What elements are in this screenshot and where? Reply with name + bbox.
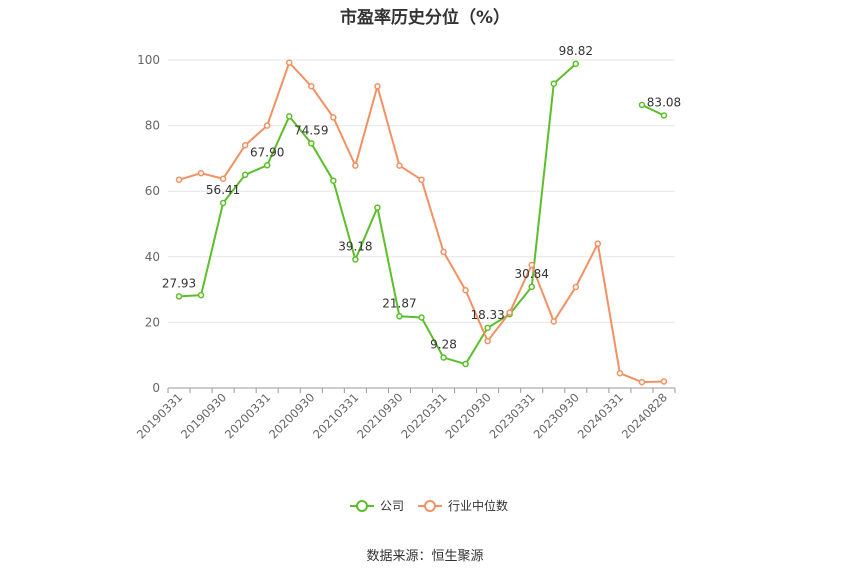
data-point xyxy=(550,318,558,325)
data-source: 数据来源：恒生聚源 xyxy=(366,549,484,564)
data-point xyxy=(241,171,249,179)
data-point xyxy=(462,287,469,294)
data-point xyxy=(396,162,403,169)
y-tick-label: 60 xyxy=(145,184,160,198)
y-tick-label: 80 xyxy=(145,119,160,133)
data-point xyxy=(572,283,580,291)
data-point xyxy=(352,162,359,169)
data-point xyxy=(528,283,535,291)
data-point xyxy=(308,140,315,147)
x-tick-label: 20210331 xyxy=(310,390,361,441)
data-point xyxy=(197,291,205,299)
legend-marker xyxy=(356,500,368,512)
data-point xyxy=(308,82,315,90)
data-point xyxy=(396,313,403,320)
data-label: 98.82 xyxy=(559,44,593,58)
data-point xyxy=(263,122,271,129)
legend-label: 行业中位数 xyxy=(448,498,508,513)
series-line-0 xyxy=(641,104,665,117)
grid-lines xyxy=(168,59,675,323)
chart-title: 市盈率历史分位（%） xyxy=(339,8,511,28)
x-tick-label: 20200331 xyxy=(222,390,273,441)
data-point xyxy=(352,256,359,263)
x-tick-label: 20220930 xyxy=(442,390,493,441)
data-label: 39.18 xyxy=(338,239,372,253)
data-point xyxy=(418,176,425,183)
data-label: 67.90 xyxy=(250,145,284,159)
data-point xyxy=(528,261,535,269)
x-tick-label: 20240828 xyxy=(619,390,670,441)
data-point xyxy=(594,240,602,247)
data-label: 21.87 xyxy=(382,296,416,310)
data-label: 18.33 xyxy=(470,308,504,322)
y-tick-label: 100 xyxy=(137,53,160,67)
x-tick-label: 20220331 xyxy=(398,390,449,441)
data-point xyxy=(440,248,447,256)
data-point xyxy=(418,314,425,321)
y-axis: 0 20 40 60 80 100 xyxy=(137,53,160,395)
data-point xyxy=(616,369,624,377)
y-tick-label: 40 xyxy=(145,250,160,264)
data-point xyxy=(572,60,580,68)
data-point xyxy=(440,354,447,361)
data-point xyxy=(550,80,558,87)
data-point xyxy=(484,337,491,345)
data-label: 9.28 xyxy=(430,338,457,352)
y-tick-label: 20 xyxy=(145,315,160,329)
data-point xyxy=(374,82,381,90)
x-tick-label: 20200930 xyxy=(266,390,317,441)
legend-label: 公司 xyxy=(380,499,404,513)
data-label: 83.08 xyxy=(647,95,681,109)
legend: 公司 行业中位数 xyxy=(350,498,508,513)
data-point xyxy=(660,112,668,119)
x-tick-label: 20190930 xyxy=(178,390,229,441)
data-point xyxy=(660,378,668,385)
data-point xyxy=(241,142,249,149)
series-group xyxy=(175,59,668,386)
x-tick-label: 20240331 xyxy=(575,390,626,441)
data-label: 27.93 xyxy=(162,276,196,290)
data-point xyxy=(197,169,205,177)
data-point xyxy=(175,176,183,183)
data-point xyxy=(285,113,293,120)
data-label: 74.59 xyxy=(294,123,328,137)
data-point xyxy=(484,324,491,332)
data-point xyxy=(330,177,337,184)
data-point xyxy=(285,59,293,66)
x-axis: 2019033120190930202003312020093020210331… xyxy=(134,387,676,442)
data-labels: 27.93 56.41 67.90 74.59 39.18 21.87 9.28 18.33 3… xyxy=(162,44,681,352)
data-point xyxy=(638,378,646,386)
data-point xyxy=(219,175,227,182)
series-line-1 xyxy=(178,60,665,384)
x-tick-label: 20230331 xyxy=(487,390,538,441)
x-tick-label: 20210930 xyxy=(354,390,405,441)
data-point xyxy=(330,114,337,121)
x-tick-label: 20190331 xyxy=(134,390,185,441)
data-label: 56.41 xyxy=(206,183,240,197)
legend-marker xyxy=(424,500,436,512)
series-line-0 xyxy=(178,63,577,366)
x-tick-label: 20230930 xyxy=(531,390,582,441)
y-tick-label: 0 xyxy=(152,381,160,395)
data-point xyxy=(374,204,381,211)
data-label: 30.84 xyxy=(515,267,549,281)
data-point xyxy=(219,199,227,207)
data-point xyxy=(638,101,646,109)
data-point xyxy=(263,162,271,169)
data-point xyxy=(506,309,513,316)
data-point xyxy=(175,293,183,300)
data-point xyxy=(462,360,469,368)
